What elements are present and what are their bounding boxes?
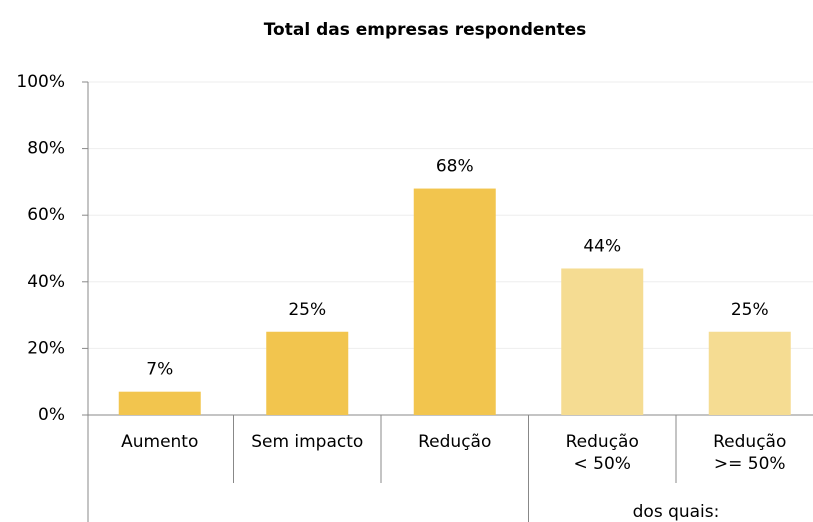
y-tick-label: 0% [38,405,65,425]
bar [708,331,791,415]
y-tick-label: 100% [16,72,65,92]
y-tick-label: 40% [27,272,65,292]
x-tick-label: Aumento [121,432,198,452]
value-label: 44% [583,236,621,256]
bar [413,188,496,415]
y-tick-label: 80% [27,139,65,159]
x-tick-label: Redução [418,432,491,452]
value-label: 68% [436,157,474,177]
bar [118,391,201,415]
bar [266,331,349,415]
y-tick-label: 60% [27,205,65,225]
value-label: 7% [146,360,173,380]
y-tick-label: 20% [27,338,65,358]
x-tick-label: Redução < 50% [566,432,639,474]
value-label: 25% [288,300,326,320]
x-tick-label: Sem impacto [251,432,363,452]
value-label: 25% [731,300,769,320]
x-tick-label: Redução >= 50% [713,432,786,474]
bar [561,268,644,415]
chart-title: Total das empresas respondentes [264,20,587,40]
annotation: dos quais: [633,502,720,522]
